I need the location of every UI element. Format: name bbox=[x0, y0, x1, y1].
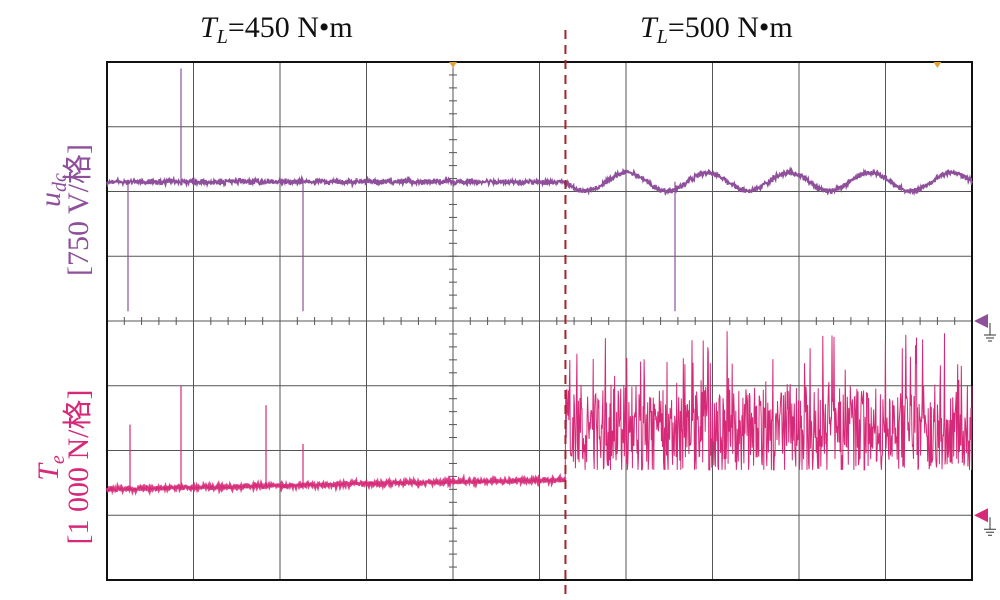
annotation-load-450: TL=450 N•m bbox=[200, 11, 353, 48]
udc-trace bbox=[106, 166, 973, 197]
annotation-load-500: TL=500 N•m bbox=[640, 11, 793, 48]
ylabel-udc: udc bbox=[34, 173, 71, 207]
trigger-marker bbox=[933, 62, 942, 68]
te-trace-pre bbox=[105, 472, 567, 497]
udc-ground-marker bbox=[974, 314, 988, 328]
trigger-marker bbox=[449, 62, 457, 68]
te-ground-marker bbox=[974, 508, 988, 523]
ylabel-te-scale: [1 000 N/格] bbox=[62, 390, 95, 545]
ylabel-udc-scale: [750 V/格] bbox=[62, 144, 95, 276]
plot-frame bbox=[106, 61, 973, 581]
plot-area bbox=[105, 30, 996, 600]
ylabel-te: Te bbox=[32, 455, 69, 481]
